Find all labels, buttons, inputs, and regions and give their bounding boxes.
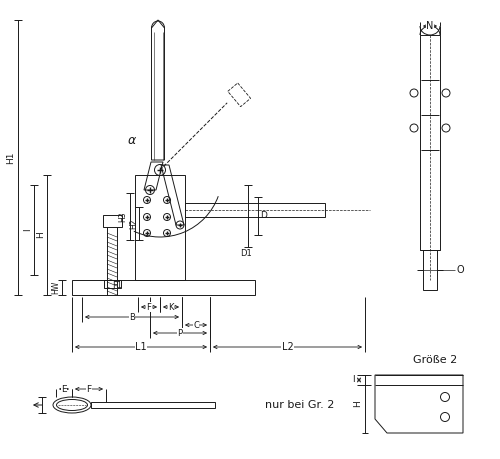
Text: D: D (260, 212, 268, 220)
Text: H2: H2 (130, 218, 138, 229)
Text: H3: H3 (118, 211, 128, 222)
Text: N: N (426, 21, 434, 31)
Text: I: I (24, 229, 32, 231)
Text: L1: L1 (135, 342, 147, 352)
Text: H1: H1 (6, 151, 16, 164)
Text: C: C (193, 320, 199, 330)
Text: F: F (146, 302, 152, 312)
Text: D1: D1 (240, 248, 252, 257)
Text: H: H (354, 401, 362, 408)
Text: F1: F1 (112, 280, 122, 290)
Text: F: F (86, 385, 92, 393)
Text: I: I (352, 375, 354, 385)
Text: nur bei Gr. 2: nur bei Gr. 2 (265, 400, 334, 410)
Text: O: O (456, 265, 464, 275)
Text: L2: L2 (282, 342, 294, 352)
Text: B: B (129, 313, 135, 321)
Text: $\alpha$: $\alpha$ (127, 134, 137, 146)
Text: HW: HW (52, 281, 60, 294)
Text: P: P (178, 329, 182, 337)
Text: K: K (168, 302, 174, 312)
Text: Größe 2: Größe 2 (413, 355, 457, 365)
Text: E: E (61, 385, 67, 393)
Text: H: H (36, 232, 46, 238)
